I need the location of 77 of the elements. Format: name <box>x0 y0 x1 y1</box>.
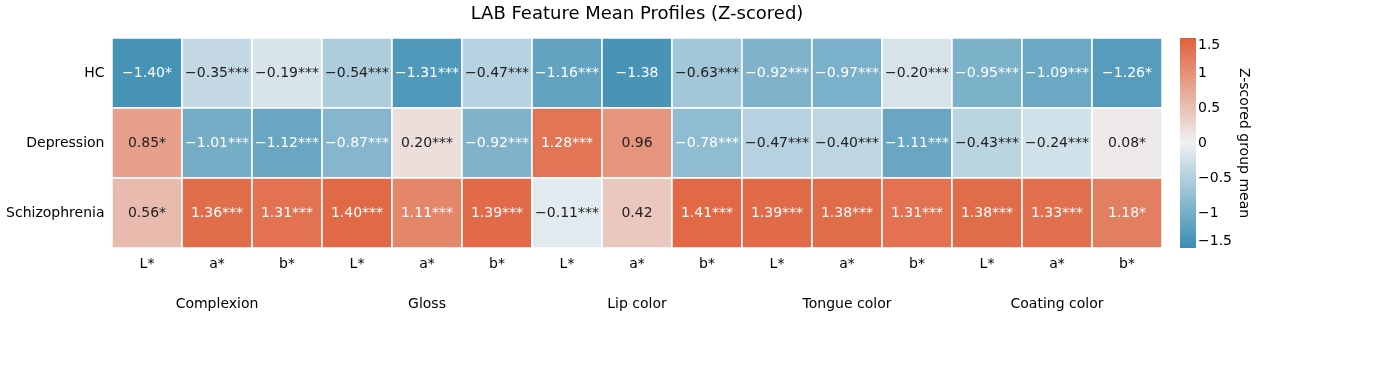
color-bar-label: 1.5 <box>1198 36 1221 52</box>
text: Lip color <box>607 295 667 311</box>
data-label: 1.38*** <box>960 204 1014 220</box>
data-label: −0.11*** <box>535 204 599 220</box>
data-label: −0.40*** <box>815 134 879 150</box>
data-label: −0.47*** <box>745 134 809 150</box>
data-label: −1.16*** <box>535 64 599 80</box>
y-tick-label: Schizophrenia <box>6 204 105 220</box>
color-bar-title: Z-scored group mean <box>1237 67 1253 219</box>
data-label: 1.31*** <box>260 204 314 220</box>
color-bar-label: 0.5 <box>1198 99 1221 115</box>
data-label: −1.01*** <box>185 134 249 150</box>
x-tick-label: a* <box>1049 254 1065 271</box>
data-label: 1.11*** <box>400 204 454 220</box>
data-label: −1.09*** <box>1025 64 1089 80</box>
color-bar-label: −1 <box>1198 204 1219 220</box>
data-label: −1.11*** <box>885 134 949 150</box>
data-label: 1.31*** <box>890 204 944 220</box>
data-label: −1.12*** <box>255 134 319 150</box>
data-label: −1.38 <box>615 64 659 80</box>
data-label: −0.63*** <box>675 64 739 80</box>
data-label: 1.33*** <box>1030 204 1084 220</box>
x-tick-label: L* <box>559 254 575 271</box>
data-label: −1.31*** <box>395 64 459 80</box>
data-label: −0.35*** <box>185 64 249 80</box>
x-tick-label: b* <box>699 254 715 271</box>
y-tick-label: HC <box>84 64 105 80</box>
data-label: 0.08* <box>1107 134 1147 150</box>
data-label: 0.56* <box>127 204 167 220</box>
data-label: −0.92*** <box>465 134 529 150</box>
color-bar-label: 0 <box>1198 134 1207 150</box>
data-label: 1.18* <box>1107 204 1147 220</box>
data-label: −0.47*** <box>465 64 529 80</box>
data-label: 0.20*** <box>400 134 454 150</box>
data-label: 1.41*** <box>680 204 734 220</box>
x-tick-label: b* <box>1119 254 1135 271</box>
data-label: 1.38*** <box>820 204 874 220</box>
data-label: −0.97*** <box>815 64 879 80</box>
x-tick-label: b* <box>279 254 295 271</box>
x-tick-label: a* <box>419 254 435 271</box>
data-label: −0.43*** <box>955 134 1019 150</box>
x-tick-label: b* <box>909 254 925 271</box>
text: Gloss <box>408 295 446 311</box>
x-tick-label: b* <box>489 254 505 271</box>
data-label: 1.28*** <box>540 134 594 150</box>
color-bar-label: −0.5 <box>1198 169 1232 185</box>
data-label: −0.24*** <box>1025 134 1089 150</box>
text: Coating color <box>1010 295 1104 311</box>
data-label: 0.42 <box>621 204 653 220</box>
y-tick-label: Depression <box>26 134 105 150</box>
data-label: 0.96 <box>621 134 653 150</box>
text: Complexion <box>175 295 259 311</box>
x-tick-label: L* <box>139 254 155 271</box>
x-tick-label: a* <box>629 254 645 271</box>
data-label: 1.36*** <box>190 204 244 220</box>
color-bar-label: 1 <box>1198 64 1207 80</box>
data-label: −0.20*** <box>885 64 949 80</box>
data-label: −0.78*** <box>675 134 739 150</box>
data-label: −1.26* <box>1102 64 1152 80</box>
x-tick-label: L* <box>769 254 785 271</box>
data-label: −0.95*** <box>955 64 1019 80</box>
data-label: 1.39*** <box>470 204 524 220</box>
data-label: −0.92*** <box>745 64 809 80</box>
data-label: −0.87*** <box>325 134 389 150</box>
data-label: 0.85* <box>127 134 167 150</box>
x-tick-label: L* <box>349 254 365 271</box>
data-label: −0.19*** <box>255 64 319 80</box>
text: Tongue color <box>801 295 892 311</box>
x-tick-label: a* <box>839 254 855 271</box>
chart-title: LAB Feature Mean Profiles (Z-scored) <box>470 2 804 24</box>
data-label: −1.40* <box>122 64 172 80</box>
x-tick-label: a* <box>209 254 225 271</box>
x-tick-label: L* <box>979 254 995 271</box>
data-label: 1.39*** <box>750 204 804 220</box>
color-bar-label: −1.5 <box>1198 232 1232 248</box>
data-label: 1.40*** <box>330 204 384 220</box>
data-label: −0.54*** <box>325 64 389 80</box>
